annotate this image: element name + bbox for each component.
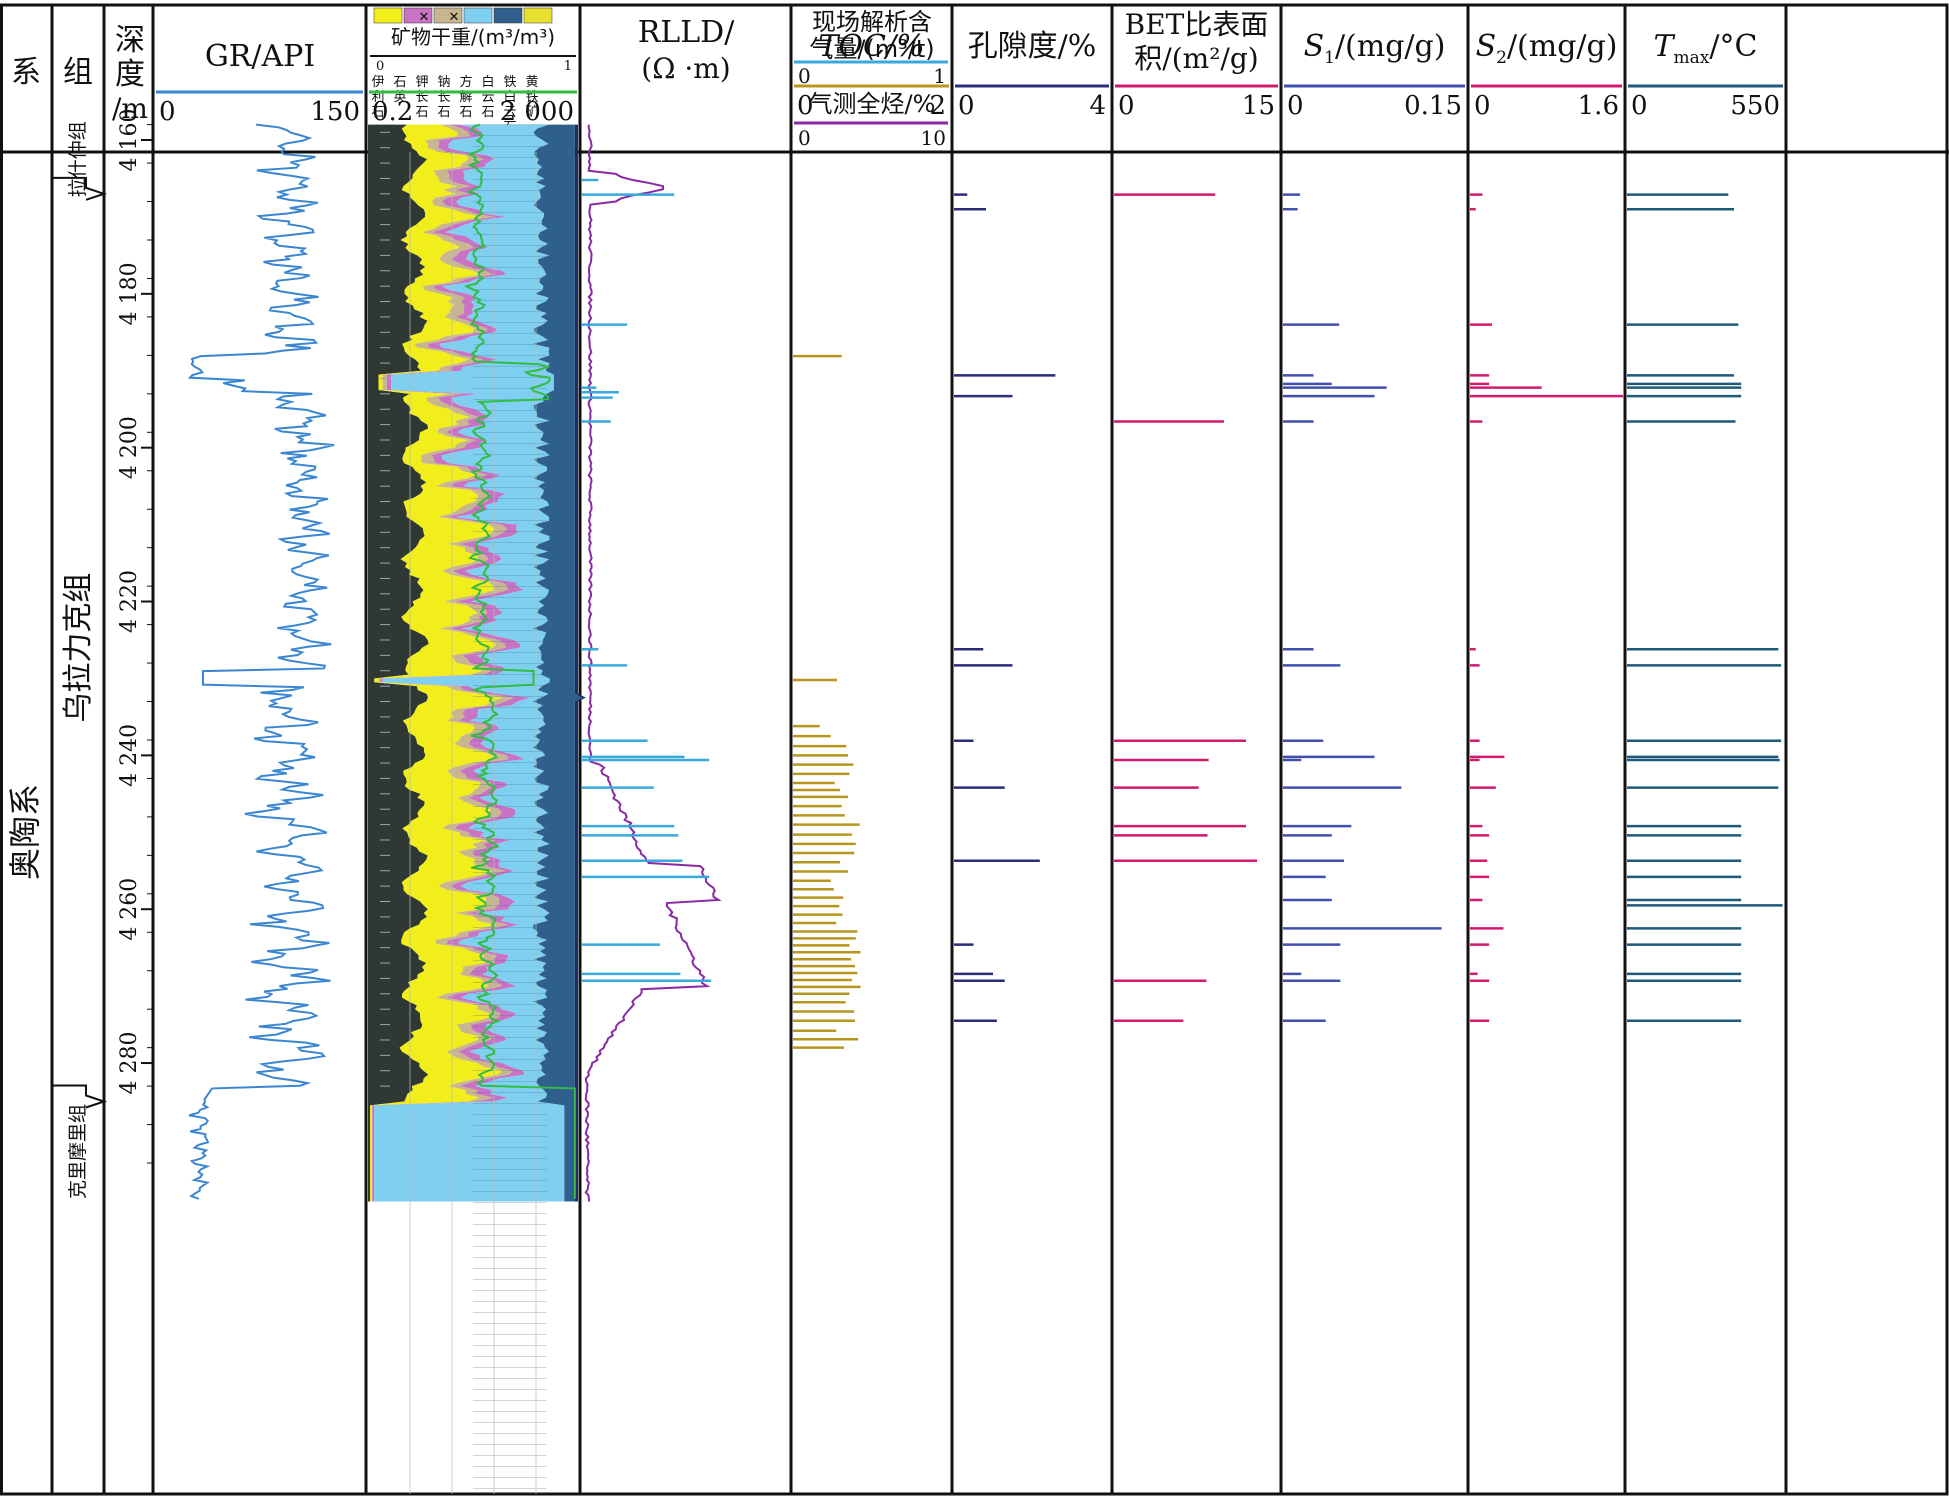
- mineral-legend-mark: ✕: [449, 10, 460, 25]
- rlld-title-1: RLLD/: [638, 15, 735, 50]
- mineral-legend-swatch: [493, 7, 523, 24]
- track-frame: [0, 3, 1949, 1496]
- s1-scale-max: 0.15: [1404, 91, 1462, 121]
- formation-boundary: [52, 176, 108, 201]
- mineral-legend-swatch: [373, 7, 403, 24]
- mineral-legend-swatch: [523, 7, 553, 24]
- mineral-albite-fill: [372, 124, 531, 1202]
- depth-tick-label: 4 220: [117, 570, 142, 633]
- mineral-legend-swatch: [403, 7, 433, 24]
- mineral-legend-label: 解: [459, 90, 472, 105]
- tmax-scale-min: 0: [1631, 91, 1648, 121]
- mineral-calcite-fill: [374, 124, 565, 1202]
- mineral-legend-label: 矿: [525, 105, 538, 120]
- depth-tick-label: 4 200: [117, 416, 142, 479]
- mineral-legend-label: 石: [481, 105, 494, 120]
- mineral-title: 矿物干重/(m³/m³): [391, 25, 555, 49]
- toc-scale-max: 2: [929, 91, 946, 121]
- mineral-legend-label: 铁: [503, 75, 516, 90]
- mineral-legend-swatch: [463, 7, 493, 24]
- tmax-title: Tmax/°C: [1654, 29, 1758, 68]
- mineral-quartz-fill: [370, 124, 503, 1202]
- mineral-legend-label: 石: [459, 105, 472, 120]
- porosity-title: 孔隙度/%: [968, 29, 1097, 64]
- rlld-scale-min: 0.2: [372, 97, 413, 127]
- mineral-legend-label: 云: [481, 90, 494, 105]
- formation-boundary: [52, 1084, 108, 1109]
- rlld-scale-max: 2 000: [500, 97, 574, 127]
- gr-curve: [187, 123, 335, 1200]
- mineral-legend-label: 石: [371, 105, 384, 120]
- outer-frame: [0, 3, 1949, 1496]
- mineral-legend-label: 长: [415, 90, 428, 105]
- gas-title-2: 气量/(m³/t): [809, 35, 934, 63]
- mineral-legend-label: 伊: [371, 75, 384, 90]
- porosity-scale-max: 4: [1089, 91, 1106, 121]
- gr-scale-max: 150: [310, 97, 360, 127]
- depth-tick-label: 4 280: [117, 1032, 142, 1095]
- group-header: 组: [63, 55, 93, 90]
- s1-title: S1/(mg/g): [1304, 29, 1446, 68]
- s1-scale-min: 0: [1287, 91, 1304, 121]
- mineral-pyrite-fill: [574, 124, 586, 1202]
- mineral-legend-label: 长: [437, 90, 450, 105]
- mineral-legend-label: 黄: [525, 75, 538, 90]
- s2-title: S2/(mg/g): [1476, 29, 1618, 68]
- tg-scale-max: 10: [921, 126, 946, 150]
- mineral-legend-label: 石: [415, 105, 428, 120]
- depth-header-3: /m: [112, 92, 148, 125]
- mineral-dolomite-fill: [532, 124, 583, 1202]
- mineral-legend-label: 利: [371, 90, 384, 105]
- bet-title-2: 积/(m²/g): [1134, 42, 1258, 75]
- mineral-legend-label: 白: [481, 74, 494, 90]
- s2-scale-min: 0: [1474, 91, 1491, 121]
- mineral-scale-max: 1: [564, 59, 572, 74]
- mineral-legend-swatch: [433, 7, 463, 24]
- toc-scale-min: 0: [797, 91, 814, 121]
- depth-tick-label: 4 180: [117, 262, 142, 325]
- toc-title: TOC/%: [818, 29, 924, 64]
- tmax-scale-max: 550: [1730, 91, 1780, 121]
- mineral-legend-label: 钠: [437, 75, 450, 90]
- gas-title-1: 现场解析含: [812, 8, 932, 36]
- mineral-kfeldspar-fill: [372, 124, 515, 1202]
- bet-title-1: BET比表面: [1125, 8, 1269, 41]
- gr-title: GR/API: [205, 39, 315, 74]
- porosity-scale-min: 0: [958, 91, 975, 121]
- depth-tick-label: 4 160: [117, 109, 142, 172]
- depth-tick-label: 4 240: [117, 724, 142, 787]
- bet-scale-max: 15: [1242, 91, 1275, 121]
- tg-scale-min: 0: [798, 126, 811, 150]
- depth-tick-label: 4 260: [117, 878, 142, 941]
- mineral-legend-label: 英: [393, 90, 406, 105]
- tg-title: 气测全烃/%: [809, 90, 936, 118]
- mineral-legend-label: 石: [393, 75, 406, 90]
- mineral-legend-label: 方: [459, 74, 472, 90]
- total-gas-curve: [584, 124, 722, 1202]
- track-headers: 系组深度/mGR/API0 150✕ ✕矿物干重/(m³/m³)0 1伊利石石英钾长石…: [11, 7, 1783, 150]
- depth-header-2: 度: [115, 57, 145, 92]
- gas-scale-max: 1: [933, 64, 946, 88]
- mineral-legend-mark: ✕: [419, 10, 430, 25]
- s2-scale-max: 1.6: [1578, 91, 1619, 121]
- system-label: 奥陶系: [6, 784, 44, 880]
- gr-scale-min: 0: [159, 97, 176, 127]
- rlld-curve: [463, 123, 576, 1199]
- system-header: 系: [11, 55, 41, 90]
- mineral-legend-label: 云: [503, 105, 516, 120]
- depth-header-1: 深: [115, 23, 145, 58]
- bet-scale-min: 0: [1118, 91, 1135, 121]
- mineral-scale-min: 0: [376, 59, 384, 74]
- mineral-legend-label: 铁: [525, 90, 538, 105]
- rlld-title-2: (Ω ·m): [641, 52, 730, 85]
- mineral-legend-label: 石: [437, 105, 450, 120]
- mineral-legend-label: 钾: [415, 75, 428, 90]
- formation-label: 克里摩里组: [67, 1104, 89, 1199]
- gas-scale-min: 0: [798, 64, 811, 88]
- formation-label: 乌拉力克组: [61, 573, 96, 723]
